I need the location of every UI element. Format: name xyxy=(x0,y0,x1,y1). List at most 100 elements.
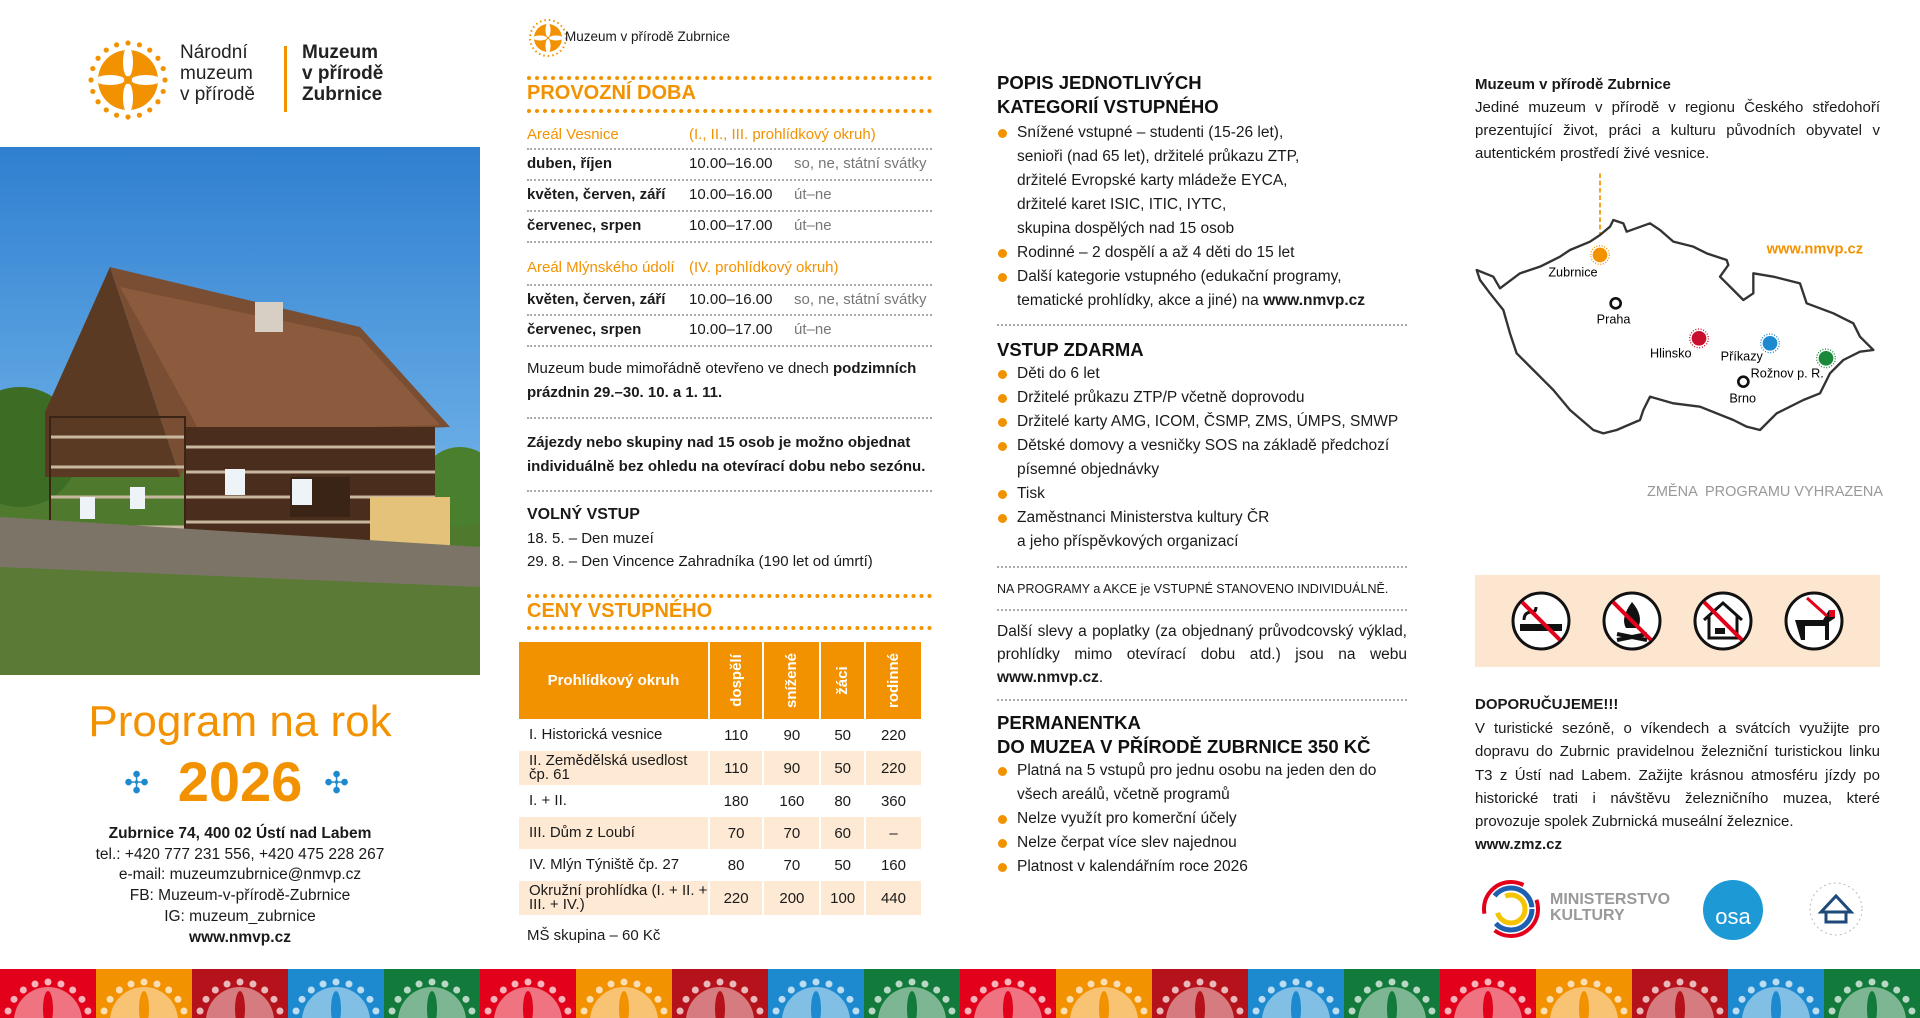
tour-name: I. Historická vesnice xyxy=(519,719,708,751)
map-marker-roznov xyxy=(1816,348,1836,369)
autumn-opening-note: Muzeum bude mimořádně otevřeno ve dnech … xyxy=(527,357,932,405)
price-value: 60 xyxy=(821,817,864,849)
time: 10.00–16.00 xyxy=(689,291,773,308)
hours-row: červenec, srpen 10.00–17.00 út–ne xyxy=(527,217,932,241)
months: duben, říjen xyxy=(527,155,613,172)
hours-row: duben, říjen 10.00–16.00 so, ne, státní sv… xyxy=(527,155,932,179)
map-city-praha xyxy=(1609,297,1622,310)
website-link[interactable]: www.nmvp.cz xyxy=(1263,292,1366,309)
ornament-tile xyxy=(1728,969,1824,1018)
museum-name: Muzeum v přírodě Zubrnice xyxy=(565,29,731,44)
list-item: Nelze využít pro komerční účely xyxy=(997,807,1407,831)
email-link[interactable]: e-mail: muzeumzubrnice@nmvp.cz xyxy=(118,866,362,884)
price-value: 100 xyxy=(821,881,864,915)
free-entry-item: 29. 8. – Den Vincence Zahradníka (190 le… xyxy=(527,553,873,570)
pictogram-panel xyxy=(1475,575,1880,667)
free-entry-item: 18. 5. – Den muzeí xyxy=(527,529,654,547)
note-bold: podzimních prázdnin 29.–30. 10. a 1. 11. xyxy=(527,360,917,401)
price-value: 360 xyxy=(865,785,921,817)
price-value: 220 xyxy=(865,719,921,751)
czech-map: www.nmvp.cz Zubrnice Praha Hlinsko Příka… xyxy=(1475,173,1875,435)
ornament-tile xyxy=(288,969,384,1018)
map-label: Rožnov p. R. xyxy=(1751,366,1824,380)
categories-column: POPIS JEDNOTLIVÝCH KATEGORIÍ VSTUPNÉHO Sn… xyxy=(997,71,1407,879)
list-item: Snížené vstupné – studenti (15-26 let), s… xyxy=(997,121,1407,241)
price-value: 50 xyxy=(821,751,864,785)
price-table: Prohlídkový okruh dospělí snížené žáci r… xyxy=(517,642,923,915)
railway-website-link[interactable]: www.zmz.cz xyxy=(1475,836,1562,854)
czech-open-air-museums-association-logo-icon xyxy=(1809,882,1863,936)
map-marker-hlinsko xyxy=(1689,328,1709,349)
website-link[interactable]: www.nmvp.cz xyxy=(997,669,1099,686)
map-label: Hlinsko xyxy=(1650,346,1692,360)
days: so, ne, státní svátky xyxy=(794,291,927,308)
ornament-tile xyxy=(576,969,672,1018)
partner-logos: MINISTERSTVO KULTURY osa xyxy=(1475,878,1880,942)
section-title-season-pass: PERMANENTKA DO MUZEA V PŘÍRODĚ ZUBRNICE 3… xyxy=(997,712,1371,757)
list-item: Rodinné – 2 dospělí a až 4 děti do 15 le… xyxy=(997,241,1407,265)
free-entry-days: VOLNÝ VSTUP 18. 5. – Den muzeí 29. 8. – … xyxy=(527,503,873,574)
ornament-star-icon: ✣ xyxy=(324,767,350,800)
sun-flower-logo-icon xyxy=(88,40,168,120)
col-header: rodinné xyxy=(865,642,921,719)
price-row: III. Dům z Loubí 70 70 60– xyxy=(519,817,921,849)
ministry-of-culture-logo-icon xyxy=(1482,880,1540,938)
logo-text: muzeum xyxy=(180,63,253,84)
months: červenec, srpen xyxy=(527,321,642,338)
logo-text: Zubrnice xyxy=(302,84,383,105)
price-value: 70 xyxy=(764,817,820,849)
price-value: 180 xyxy=(709,785,763,817)
tour-name: II. Zemědělská usedlost čp. 61 xyxy=(519,751,708,785)
kindergarten-group-price: MŠ skupina – 60 Kč xyxy=(527,927,661,944)
facebook-link[interactable]: FB: Muzeum-v-přírodě-Zubrnice xyxy=(129,887,351,905)
czech-republic-outline xyxy=(1475,218,1875,435)
tour-name: Okružní prohlídka (I. + II. + III. + IV.… xyxy=(519,881,708,915)
tour-name: III. Dům z Loubí xyxy=(519,817,708,849)
ornament-tile xyxy=(768,969,864,1018)
ornament-tile xyxy=(192,969,288,1018)
area-name: Areál Mlýnského údolí xyxy=(527,259,675,276)
hours-column: Muzeum v přírodě Zubrnice PROVOZNÍ DOBA … xyxy=(517,0,932,960)
price-value: 50 xyxy=(821,719,864,751)
price-value: 50 xyxy=(821,849,864,881)
map-label: Brno xyxy=(1729,392,1756,406)
about-block: Muzeum v přírodě Zubrnice Jediné muzeum … xyxy=(1475,74,1880,165)
days: út–ne xyxy=(794,321,832,338)
section-title-categories: POPIS JEDNOTLIVÝCH KATEGORIÍ VSTUPNÉHO xyxy=(997,72,1219,117)
note-text: Muzeum bude mimořádně otevřeno ve dnech xyxy=(527,360,834,377)
recommend-text: V turistické sezóně, o víkendech a svátc… xyxy=(1475,720,1880,831)
ornament-tile xyxy=(1440,969,1536,1018)
price-table-header: Prohlídkový okruh dospělí snížené žáci r… xyxy=(519,642,921,719)
program-change-note: ZMĚNA PROGRAMU VYHRAZENA xyxy=(1647,484,1884,500)
ornament-tile xyxy=(1536,969,1632,1018)
logo-divider xyxy=(284,46,287,112)
website-link[interactable]: www.nmvp.cz xyxy=(189,928,291,946)
list-item: Dětské domovy a vesničky SOS na základě … xyxy=(997,434,1407,482)
list-item: Tisk xyxy=(997,482,1407,506)
list-item: Zaměstnanci Ministerstva kultury ČR a jeh… xyxy=(997,506,1407,554)
price-value: 80 xyxy=(821,785,864,817)
instagram-link[interactable]: IG: muzeum_zubrnice xyxy=(164,907,316,925)
osa-logo: osa xyxy=(1703,880,1763,940)
area-tours: (I., II., III. prohlídkový okruh) xyxy=(689,126,876,143)
map-label: Příkazy xyxy=(1721,350,1764,364)
logo-text: v přírodě xyxy=(180,84,255,105)
hours-row: květen, červen, září 10.00–16.00 so, ne, s… xyxy=(527,291,932,315)
cover-photo-timbered-house xyxy=(0,147,480,675)
discounts-note: Další slevy a poplatky (za objednaný prů… xyxy=(997,623,1407,686)
months: červenec, srpen xyxy=(527,217,642,234)
group-booking-note: Zájezdy nebo skupiny nad 15 osob je možn… xyxy=(527,434,926,475)
price-row: I. + II. 180 160 80 360 xyxy=(519,785,921,817)
ornament-tile xyxy=(1248,969,1344,1018)
price-value: 160 xyxy=(764,785,820,817)
list-item: Nelze čerpat více slev najednou xyxy=(997,831,1407,855)
program-title: Program na rok xyxy=(88,697,392,746)
hours-row: květen, červen, září 10.00–16.00 út–ne xyxy=(527,186,932,210)
program-year: 2026 xyxy=(177,750,303,813)
price-value: 110 xyxy=(709,751,763,785)
list-item: Držitelé průkazu ZTP/P včetně doprovodu xyxy=(997,386,1407,410)
section-title-prices: CENY VSTUPNÉHO xyxy=(527,600,713,622)
hours-row: červenec, srpen 10.00–17.00 út–ne xyxy=(527,321,932,345)
list-item: Platnost v kalendářním roce 2026 xyxy=(997,855,1407,879)
programs-note: NA PROGRAMY a AKCE je VSTUPNÉ STANOVENO … xyxy=(997,582,1389,596)
